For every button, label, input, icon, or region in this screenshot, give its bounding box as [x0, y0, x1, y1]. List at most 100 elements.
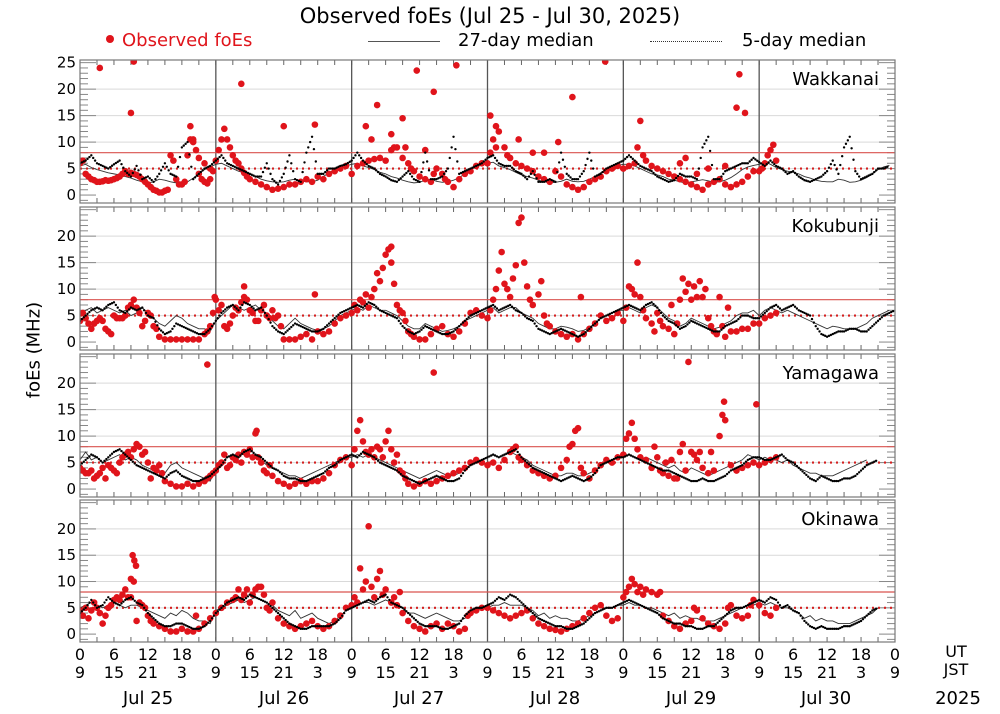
median-5day-point — [501, 454, 504, 457]
median-5day-point — [342, 309, 346, 313]
median-5day-point — [356, 456, 359, 459]
median-5day-point — [284, 331, 287, 334]
median-5day-point — [144, 468, 148, 471]
observed-point — [546, 625, 554, 633]
observed-point — [382, 251, 389, 258]
median-5day-point — [437, 475, 440, 478]
median-5day-point — [458, 477, 461, 480]
median-5day-point — [605, 167, 608, 170]
y-tick-label: 20 — [57, 227, 76, 245]
median-5day-point — [374, 169, 378, 172]
median-5day-point — [237, 596, 240, 599]
observed-point — [263, 469, 271, 477]
median-5day-point — [82, 316, 85, 319]
median-5day-point — [646, 302, 650, 306]
median-5day-point — [367, 164, 370, 168]
observed-point — [724, 304, 732, 311]
median-5day-point — [197, 627, 201, 631]
median-5day-point — [829, 162, 833, 166]
median-5day-point — [297, 626, 301, 630]
median-5day-point — [441, 627, 444, 631]
median-5day-point — [629, 304, 633, 308]
median-5day-point — [576, 625, 580, 628]
median-5day-point — [840, 155, 844, 158]
median-5day-point — [850, 624, 853, 627]
median-5day-point — [671, 321, 674, 324]
median-5day-point — [595, 320, 599, 323]
median-5day-point — [807, 180, 810, 183]
median-5day-point — [435, 330, 438, 333]
observed-point — [192, 146, 200, 154]
median-5day-point — [491, 303, 495, 307]
observed-point — [201, 159, 208, 167]
median-5day-point — [337, 165, 340, 169]
median-5day-point — [214, 319, 218, 323]
observed-point — [501, 612, 508, 620]
median-5day-point — [891, 309, 895, 313]
median-5day-point — [250, 173, 253, 176]
median-5day-point — [427, 169, 431, 172]
median-5day-point — [788, 171, 791, 175]
observed-point — [744, 461, 752, 469]
median-5day-point — [512, 449, 516, 452]
median-5day-point — [452, 135, 455, 138]
median-5day-point — [765, 458, 768, 462]
observed-point — [396, 588, 404, 596]
median-5day-point — [859, 469, 863, 472]
median-5day-point — [459, 619, 463, 623]
observed-point — [637, 583, 644, 591]
median-5day-point — [861, 330, 865, 333]
median-5day-point — [137, 464, 140, 468]
median-5day-point — [393, 468, 397, 471]
median-5day-point — [365, 302, 368, 306]
median-5day-point — [90, 154, 93, 157]
median-5day-point — [122, 451, 125, 455]
median-5day-point — [424, 479, 427, 483]
median-5day-point — [684, 625, 687, 628]
median-5day-point — [778, 603, 782, 607]
median-5day-point — [271, 606, 274, 610]
median-5day-point — [103, 601, 106, 604]
median-5day-point — [467, 465, 470, 469]
median-5day-point — [159, 623, 163, 626]
median-5day-point — [161, 331, 165, 334]
observed-point — [767, 612, 774, 620]
x-tick-label-jst: 3 — [584, 663, 594, 682]
median-5day-point — [503, 306, 506, 309]
median-5day-point — [122, 166, 125, 169]
median-5day-point — [293, 477, 297, 480]
observed-point — [668, 301, 675, 309]
median-5day-point — [508, 593, 512, 596]
observed-point — [699, 186, 706, 194]
observed-point — [209, 309, 217, 317]
median-5day-point — [203, 477, 206, 480]
observed-point — [269, 472, 276, 480]
median-5day-point — [710, 479, 714, 483]
median-5day-point — [456, 623, 459, 626]
median-5day-point — [850, 147, 853, 150]
observed-point — [492, 122, 500, 130]
median-5day-point — [569, 176, 572, 179]
observed-point — [690, 283, 698, 290]
median-5day-point — [761, 163, 765, 166]
median-5day-point — [839, 163, 842, 167]
observed-point — [404, 617, 412, 625]
observed-point — [130, 446, 138, 453]
observed-point — [601, 60, 609, 65]
median-5day-point — [788, 305, 791, 308]
median-5day-point — [748, 457, 751, 461]
median-5day-point — [301, 325, 304, 329]
median-5day-point — [156, 473, 159, 477]
observed-point — [450, 183, 457, 191]
median-5day-point — [869, 326, 872, 330]
median-5day-point — [818, 330, 821, 333]
median-5day-point — [405, 328, 408, 331]
observed-point — [622, 588, 630, 596]
median-5day-point — [639, 164, 642, 168]
median-5day-point — [861, 177, 865, 180]
median-5day-point — [729, 167, 733, 170]
observed-point — [402, 317, 409, 325]
median-5day-point — [708, 149, 712, 153]
observed-point — [238, 459, 245, 466]
median-5day-point — [276, 469, 280, 472]
